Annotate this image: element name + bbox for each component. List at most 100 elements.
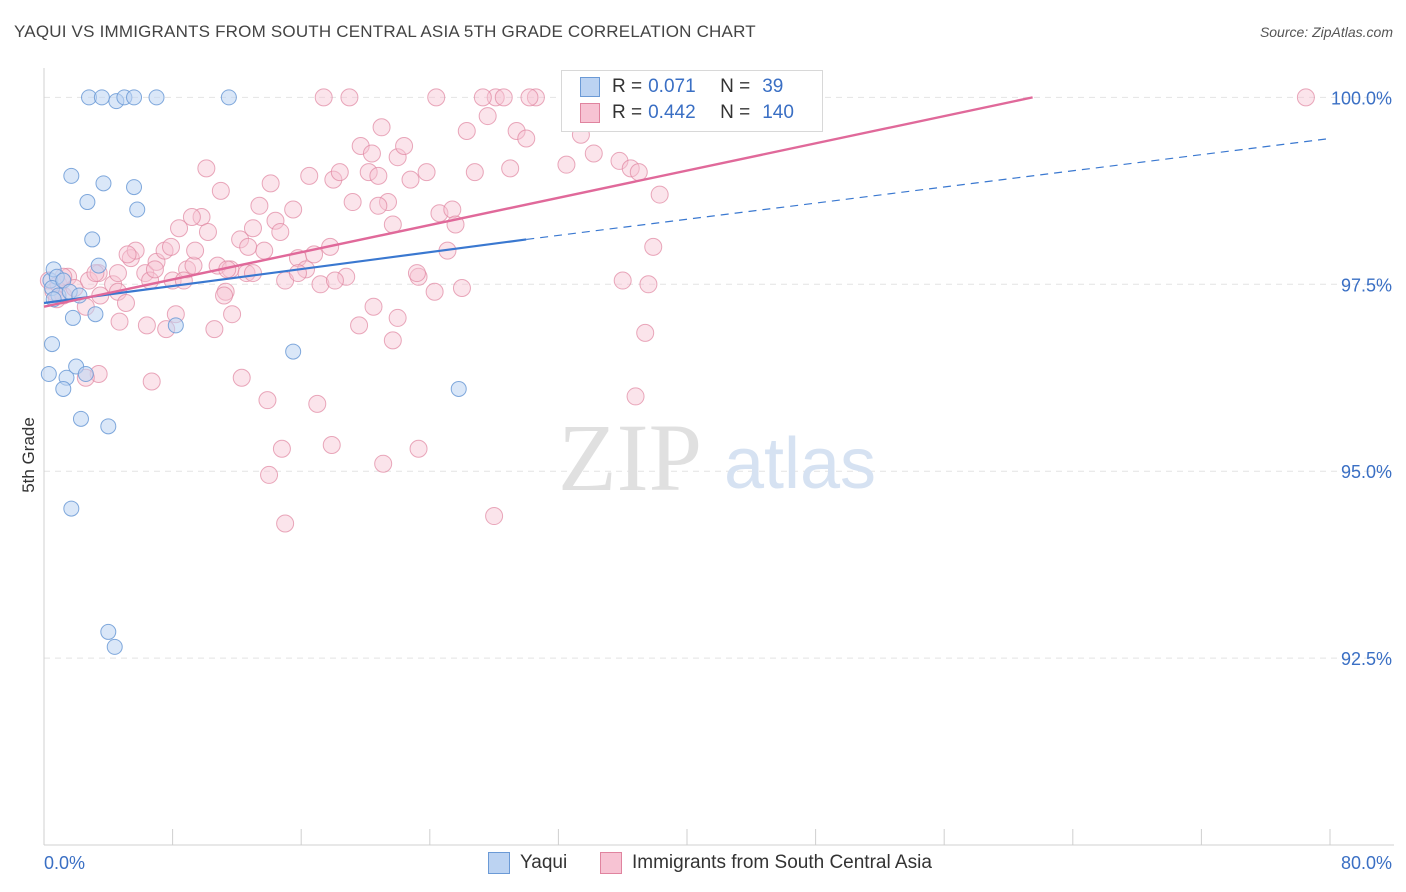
point-immigrants (340, 88, 359, 107)
point-immigrants (145, 260, 164, 279)
tick-labels: 92.5% 95.0% 97.5% 100.0% 0.0% 80.0% (44, 88, 1392, 873)
point-immigrants (364, 297, 383, 316)
point-immigrants (610, 151, 629, 170)
point-immigrants (192, 208, 211, 226)
point-immigrants (636, 323, 655, 342)
point-immigrants (409, 439, 428, 458)
point-immigrants (118, 245, 137, 264)
point-immigrants (407, 264, 426, 283)
point-immigrants (417, 163, 436, 182)
legend-row-immigrants: R = 0.442 N = 140 (580, 101, 794, 125)
point-yaqui (44, 336, 61, 353)
legend-label-immigrants: Immigrants from South Central Asia (632, 852, 932, 873)
y-tick-label: 92.5% (1341, 649, 1392, 669)
point-immigrants (517, 129, 536, 148)
legend-r-label: R = (612, 102, 643, 123)
point-immigrants (351, 136, 370, 155)
point-immigrants (388, 148, 407, 167)
point-immigrants (161, 237, 180, 256)
point-immigrants (322, 436, 341, 455)
point-yaqui (72, 410, 89, 427)
point-immigrants (288, 264, 307, 283)
point-immigrants (243, 219, 262, 238)
point-immigrants (324, 170, 343, 189)
point-yaqui (64, 309, 81, 326)
point-immigrants (137, 316, 156, 335)
point-yaqui (55, 380, 72, 397)
point-immigrants (215, 286, 234, 305)
point-yaqui (93, 89, 110, 106)
legend-item-yaqui[interactable]: Yaqui (488, 852, 567, 874)
point-immigrants (260, 465, 279, 484)
trend-lines (43, 96, 1331, 308)
x-tick-label: 0.0% (44, 853, 85, 873)
point-immigrants (170, 219, 189, 238)
point-immigrants (507, 122, 526, 141)
point-immigrants (473, 88, 492, 107)
axes (43, 68, 1394, 846)
point-yaqui (167, 317, 184, 334)
point-yaqui (106, 638, 123, 655)
legend-label-yaqui: Yaqui (520, 852, 568, 873)
point-immigrants (374, 454, 393, 473)
point-immigrants (501, 159, 520, 178)
point-immigrants (362, 144, 381, 163)
legend-n-value: 140 (762, 102, 794, 123)
point-immigrants (198, 222, 217, 241)
trend-immigrants (43, 96, 1033, 308)
point-yaqui (126, 179, 143, 196)
point-immigrants (1296, 88, 1315, 107)
point-immigrants (443, 200, 462, 219)
point-immigrants (644, 237, 663, 256)
point-immigrants (266, 211, 285, 230)
point-immigrants (223, 305, 242, 324)
point-yaqui (148, 89, 165, 106)
point-immigrants (186, 241, 205, 260)
point-immigrants (184, 256, 203, 275)
point-immigrants (465, 163, 484, 182)
point-immigrants (369, 196, 388, 215)
point-immigrants (311, 275, 330, 294)
point-immigrants (116, 293, 135, 312)
legend-swatch-blue (488, 852, 510, 874)
point-immigrants (174, 271, 193, 290)
legend-r-value: 0.071 (648, 76, 696, 97)
point-immigrants (383, 331, 402, 350)
legend-r-label: R = (612, 76, 643, 97)
point-immigrants (359, 163, 378, 182)
point-yaqui (77, 366, 94, 382)
point-yaqui (63, 500, 80, 517)
legend-n-value: 39 (762, 76, 784, 97)
point-immigrants (272, 439, 291, 458)
point-immigrants (526, 88, 545, 107)
point-immigrants (520, 88, 539, 107)
series-yaqui-points (40, 89, 467, 655)
point-immigrants (205, 320, 224, 339)
point-immigrants (629, 163, 648, 182)
point-yaqui (220, 89, 237, 106)
point-immigrants (343, 193, 362, 212)
watermark-zip: ZIP (558, 404, 702, 511)
point-immigrants (395, 136, 414, 155)
point-immigrants (452, 279, 471, 298)
point-immigrants (485, 507, 504, 526)
point-immigrants (330, 163, 349, 182)
point-immigrants (284, 200, 303, 219)
legend-item-immigrants[interactable]: Immigrants from South Central Asia (600, 852, 932, 874)
point-immigrants (243, 264, 262, 283)
chart-source: Source: ZipAtlas.com (1259, 24, 1393, 40)
correlation-legend: R = 0.071 N = 39 R = 0.442 N = 140 (561, 70, 823, 132)
point-yaqui (90, 257, 107, 274)
point-immigrants (232, 368, 251, 387)
point-immigrants (182, 208, 201, 226)
point-immigrants (650, 185, 669, 204)
point-yaqui (87, 306, 104, 323)
point-immigrants (142, 372, 161, 391)
point-immigrants (626, 387, 645, 406)
legend-row-yaqui: R = 0.071 N = 39 (580, 75, 783, 99)
point-yaqui (450, 380, 467, 397)
trend-yaqui (43, 238, 527, 305)
chart-title: YAQUI VS IMMIGRANTS FROM SOUTH CENTRAL A… (14, 22, 756, 41)
point-yaqui (40, 366, 57, 382)
